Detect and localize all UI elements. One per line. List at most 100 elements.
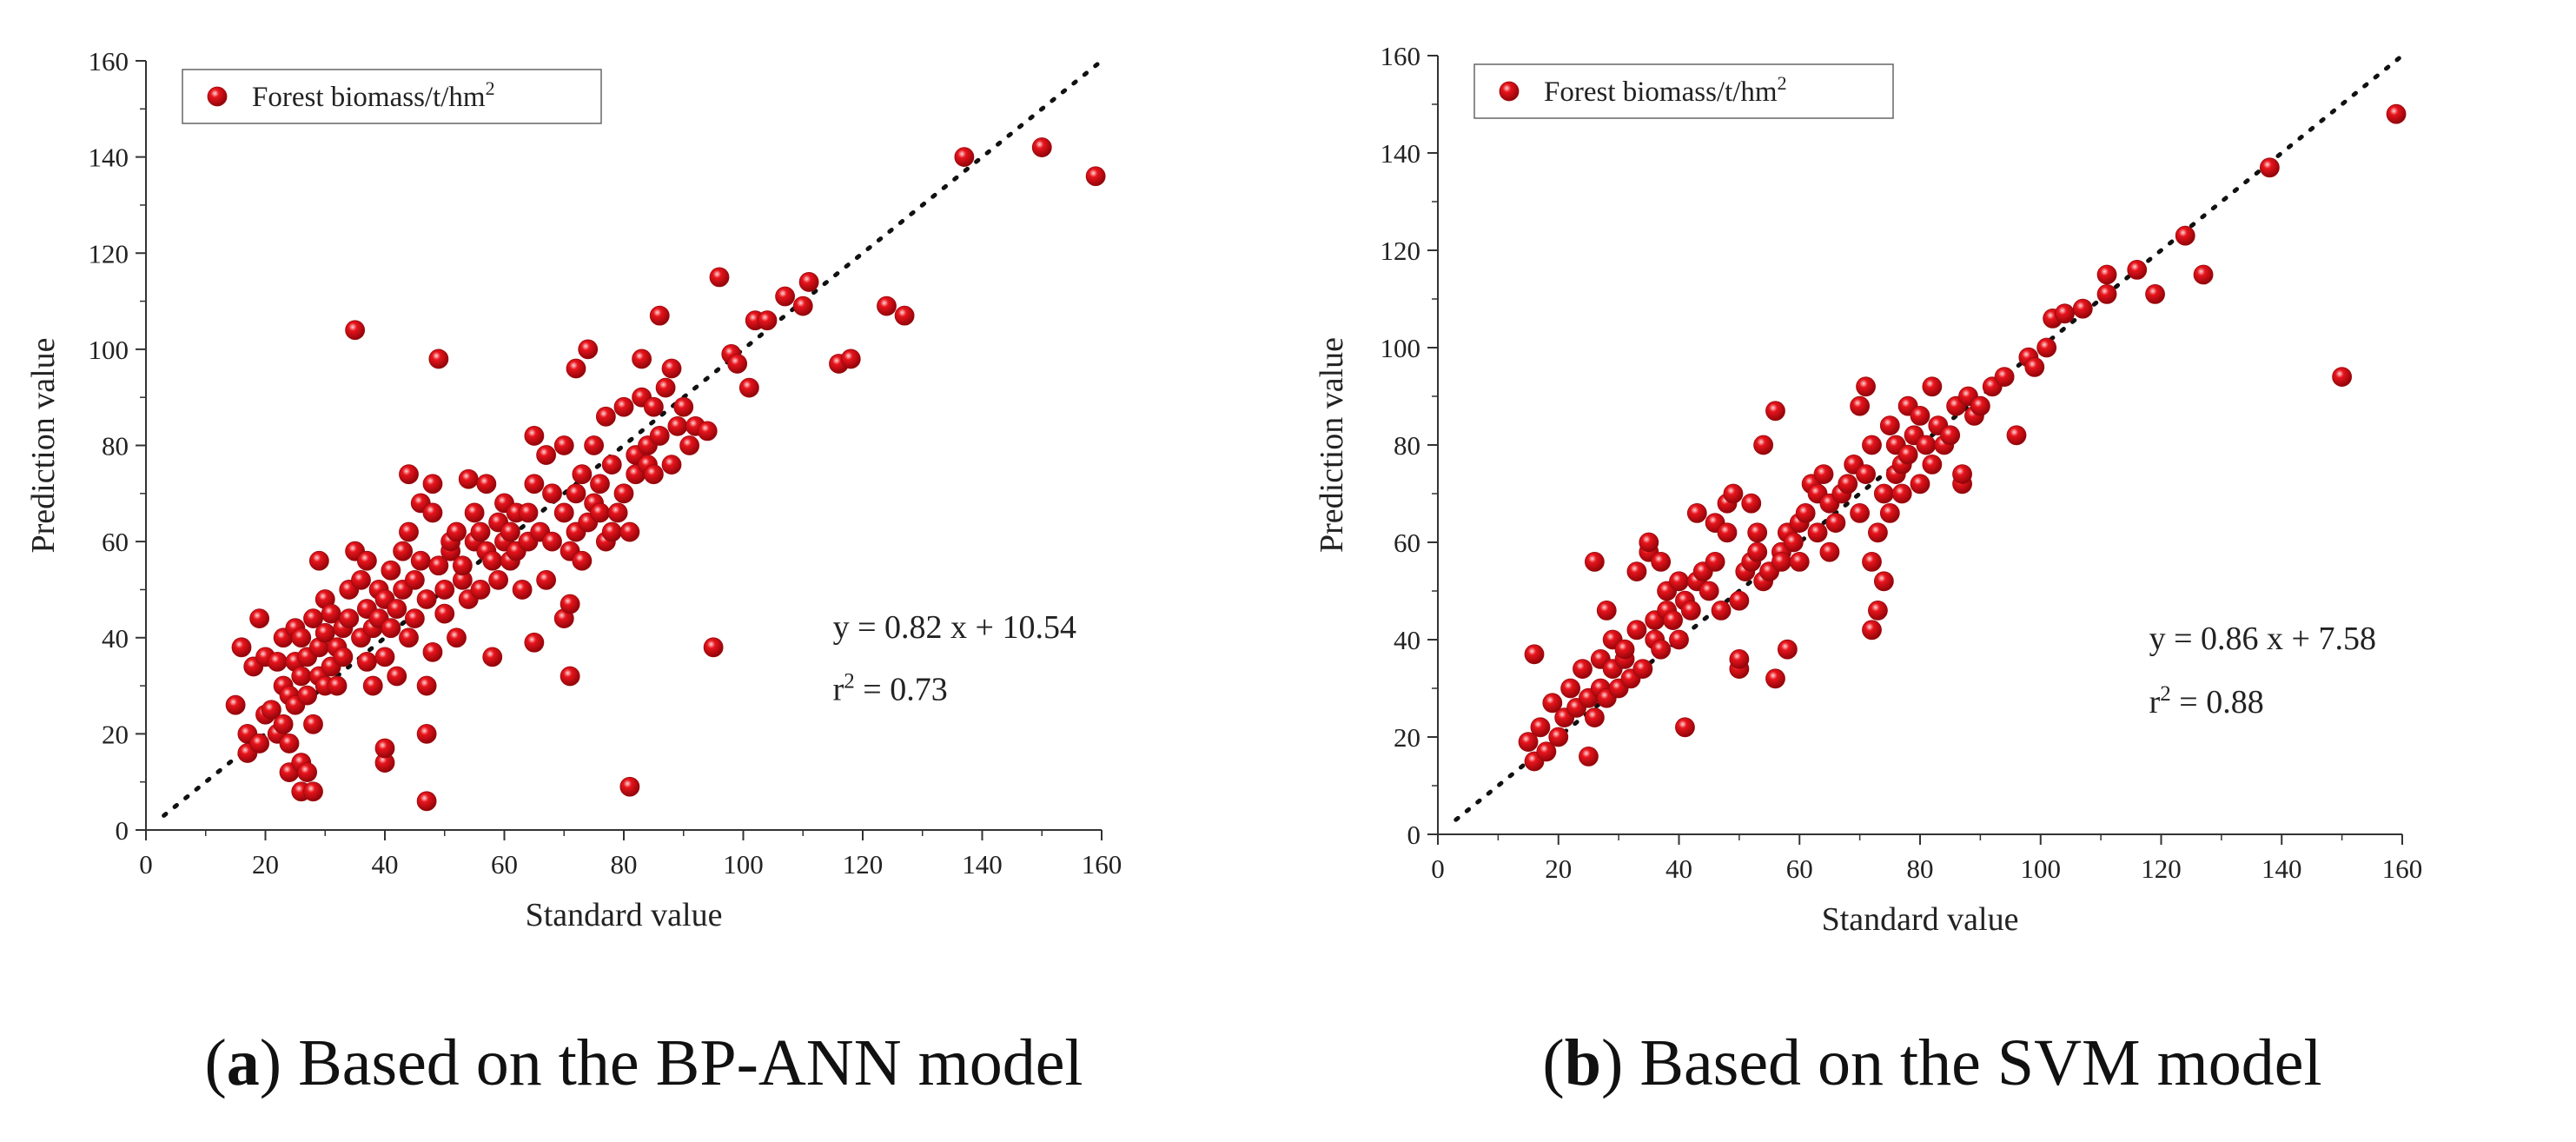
data-points: [1518, 103, 2407, 772]
data-point: [2145, 283, 2165, 304]
data-points: [225, 137, 1106, 812]
data-point: [643, 396, 664, 417]
data-point: [792, 295, 813, 316]
data-point: [404, 608, 425, 629]
data-point: [1711, 601, 1732, 621]
data-point: [399, 521, 419, 542]
data-point: [488, 569, 509, 590]
data-point: [261, 700, 281, 720]
x-tick-label: 60: [491, 849, 518, 880]
data-point: [1639, 532, 1659, 553]
data-point: [840, 349, 861, 369]
data-point: [1856, 376, 1876, 397]
y-tick-label: 80: [102, 431, 129, 461]
x-tick-label: 80: [611, 849, 638, 880]
chart-panel-b: 0 20 40 60 80 100 120 140 160 0 20 40 60 80 100 120 140 1…: [1288, 0, 2576, 1142]
data-point: [399, 627, 419, 648]
data-point: [619, 776, 640, 797]
legend-label: Forest biomass/t/hm2: [1544, 72, 1787, 108]
data-point: [416, 791, 437, 812]
data-point: [1868, 601, 1888, 621]
data-point: [1783, 532, 1804, 553]
data-point: [2127, 259, 2148, 280]
data-point: [2193, 264, 2214, 285]
data-point: [1850, 503, 1871, 523]
data-point: [1897, 444, 1918, 465]
data-point: [2096, 283, 2117, 304]
data-point: [1573, 659, 1593, 679]
data-point: [1771, 552, 1791, 572]
data-point: [1910, 474, 1930, 495]
data-point: [362, 675, 383, 696]
data-point: [613, 396, 634, 417]
data-point: [524, 474, 545, 495]
data-point: [2096, 264, 2117, 285]
y-tick-label: 20: [102, 719, 129, 749]
y-tick-label: 120: [89, 238, 129, 269]
data-point: [1850, 395, 1871, 416]
data-point: [381, 618, 401, 639]
data-point: [482, 647, 503, 667]
y-tick-label: 140: [89, 143, 129, 173]
data-point: [291, 666, 312, 687]
data-point: [798, 272, 819, 292]
regression-equation: y = 0.86 x + 7.58: [2149, 621, 2376, 657]
y-tick-label: 60: [102, 527, 129, 557]
y-tick-label: 100: [1381, 333, 1421, 363]
r-squared-superscript: 2: [844, 670, 855, 694]
data-point: [1675, 717, 1695, 738]
caption-a: (a) Based on the BP-ANN model: [204, 1026, 1083, 1099]
data-point: [351, 569, 371, 590]
data-point: [954, 147, 975, 168]
x-tick-label: 20: [1545, 853, 1572, 884]
data-point: [1789, 552, 1810, 572]
x-tick-label: 80: [1907, 853, 1934, 884]
data-point: [1879, 415, 1900, 436]
data-point: [422, 641, 443, 662]
data-point: [584, 435, 605, 455]
r-squared-value: = 0.73: [855, 672, 948, 708]
data-point: [434, 580, 455, 600]
x-tick-label: 100: [2021, 853, 2062, 884]
data-point: [2175, 225, 2195, 246]
caption-b-letter: b: [1564, 1026, 1601, 1099]
data-point: [601, 521, 622, 542]
y-tick-label: 160: [1381, 41, 1421, 71]
data-point: [560, 666, 580, 687]
data-point: [416, 589, 437, 609]
data-point: [679, 435, 700, 455]
data-point: [1940, 425, 1961, 446]
regression-equation: y = 0.82 x + 10.54: [833, 609, 1076, 646]
data-point: [512, 580, 533, 600]
data-point: [303, 714, 323, 734]
data-point: [1729, 649, 1750, 669]
data-point: [619, 521, 640, 542]
data-point: [1626, 620, 1647, 641]
data-point: [1916, 435, 1937, 455]
data-point: [775, 286, 796, 307]
x-axis-label: Standard value: [1822, 901, 2019, 938]
r-squared: r2 = 0.88: [2149, 682, 2264, 720]
x-tick-label: 40: [372, 849, 399, 880]
data-point: [387, 666, 407, 687]
data-point: [416, 723, 437, 744]
data-point: [374, 647, 395, 667]
data-point: [1765, 401, 1785, 422]
reference-line: [162, 58, 1104, 818]
data-point: [709, 267, 730, 288]
x-tick-label: 100: [723, 849, 764, 880]
data-point: [1518, 732, 1539, 752]
data-point: [470, 521, 491, 542]
data-point: [297, 685, 318, 706]
data-point: [673, 396, 694, 417]
x-tick-label: 140: [962, 849, 1003, 880]
data-point: [404, 569, 425, 590]
data-point: [1632, 659, 1653, 679]
y-tick-label: 0: [116, 815, 129, 846]
caption-a-letter: a: [226, 1026, 260, 1099]
y-tick-label: 120: [1381, 236, 1421, 266]
y-tick-label: 80: [1394, 430, 1420, 461]
legend-marker: [207, 86, 228, 107]
y-tick-label: 160: [89, 46, 129, 76]
scatter-plot-b: 0 20 40 60 80 100 120 140 160 0 20 40 60 80 100 120 140 1…: [1314, 41, 2422, 938]
